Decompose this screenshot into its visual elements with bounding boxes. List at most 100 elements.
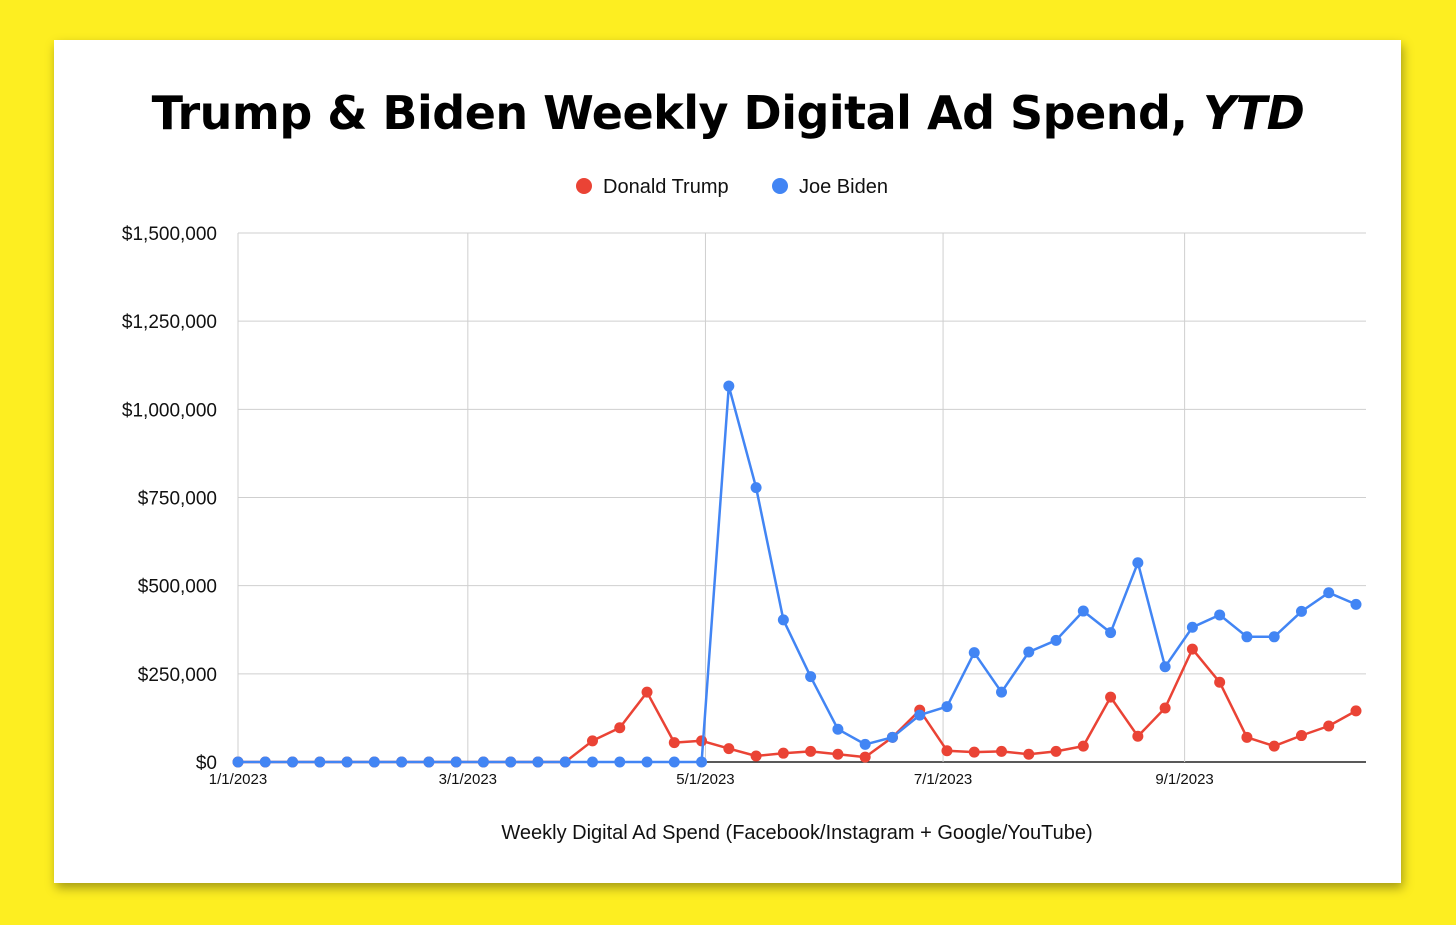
data-point[interactable] bbox=[1323, 587, 1335, 599]
data-point[interactable] bbox=[1105, 691, 1117, 703]
data-point[interactable] bbox=[586, 756, 598, 768]
y-axis-tick-labels: $0 $250,000 $500,000 $750,000 $1,000,000 $1,2… bbox=[122, 224, 217, 774]
data-point[interactable] bbox=[723, 743, 735, 755]
data-point[interactable] bbox=[1268, 740, 1280, 752]
series-group bbox=[232, 380, 1362, 768]
data-point[interactable] bbox=[1023, 748, 1035, 760]
x-axis-tick-labels: 1/1/2023 3/1/2023 5/1/2023 7/1/2023 9/1/2023 bbox=[209, 771, 1214, 788]
data-point[interactable] bbox=[1077, 605, 1089, 617]
data-point[interactable] bbox=[832, 748, 844, 760]
data-point[interactable] bbox=[996, 686, 1008, 698]
data-point[interactable] bbox=[1268, 631, 1280, 643]
data-point[interactable] bbox=[1241, 631, 1253, 643]
data-point[interactable] bbox=[1050, 745, 1062, 757]
gridlines bbox=[237, 232, 1366, 763]
x-tick-label: 5/1/2023 bbox=[676, 771, 734, 788]
data-point[interactable] bbox=[777, 614, 789, 626]
data-point[interactable] bbox=[859, 738, 871, 750]
x-tick-label: 7/1/2023 bbox=[914, 771, 972, 788]
series-donald-trump bbox=[232, 643, 1362, 768]
data-point[interactable] bbox=[341, 756, 353, 768]
data-point[interactable] bbox=[886, 731, 898, 743]
data-point[interactable] bbox=[532, 756, 544, 768]
y-tick-label: $750,000 bbox=[138, 489, 217, 510]
data-point[interactable] bbox=[668, 737, 680, 749]
x-tick-label: 3/1/2023 bbox=[439, 771, 497, 788]
data-point[interactable] bbox=[1241, 731, 1253, 743]
data-point[interactable] bbox=[232, 756, 244, 768]
data-point[interactable] bbox=[1350, 598, 1362, 610]
data-point[interactable] bbox=[941, 745, 953, 757]
y-tick-label: $1,250,000 bbox=[122, 312, 217, 333]
data-point[interactable] bbox=[914, 709, 926, 721]
y-tick-label: $0 bbox=[196, 753, 217, 774]
data-point[interactable] bbox=[1105, 627, 1117, 639]
data-point[interactable] bbox=[641, 686, 653, 698]
data-point[interactable] bbox=[314, 756, 326, 768]
legend[interactable]: Donald Trump Joe Biden bbox=[576, 176, 888, 198]
data-point[interactable] bbox=[505, 756, 517, 768]
data-point[interactable] bbox=[968, 746, 980, 758]
data-point[interactable] bbox=[614, 722, 626, 734]
data-point[interactable] bbox=[396, 756, 408, 768]
data-point[interactable] bbox=[723, 380, 735, 392]
data-point[interactable] bbox=[368, 756, 380, 768]
chart-title-suffix: YTD bbox=[1202, 86, 1305, 140]
data-point[interactable] bbox=[1214, 609, 1226, 621]
data-point[interactable] bbox=[1186, 621, 1198, 633]
data-point[interactable] bbox=[1132, 557, 1144, 569]
data-point[interactable] bbox=[1295, 605, 1307, 617]
data-point[interactable] bbox=[259, 756, 271, 768]
data-point[interactable] bbox=[586, 735, 598, 747]
data-point[interactable] bbox=[1295, 730, 1307, 742]
chart-title-main: Trump & Biden Weekly Digital Ad Spend, bbox=[151, 86, 1188, 140]
series-line bbox=[238, 647, 1357, 764]
y-tick-label: $250,000 bbox=[138, 665, 217, 686]
data-point[interactable] bbox=[696, 756, 708, 768]
data-point[interactable] bbox=[1132, 730, 1144, 742]
data-point[interactable] bbox=[696, 735, 708, 747]
data-point[interactable] bbox=[941, 701, 953, 713]
data-point[interactable] bbox=[1050, 634, 1062, 646]
x-tick-label: 9/1/2023 bbox=[1155, 771, 1213, 788]
data-point[interactable] bbox=[1350, 705, 1362, 717]
data-point[interactable] bbox=[1186, 643, 1198, 655]
legend-label: Joe Biden bbox=[799, 176, 888, 198]
data-point[interactable] bbox=[832, 723, 844, 735]
data-point[interactable] bbox=[805, 671, 817, 683]
data-point[interactable] bbox=[968, 647, 980, 659]
data-point[interactable] bbox=[641, 756, 653, 768]
data-point[interactable] bbox=[477, 756, 489, 768]
data-point[interactable] bbox=[859, 751, 871, 763]
legend-label: Donald Trump bbox=[603, 176, 729, 198]
x-axis-label: Weekly Digital Ad Spend (Facebook/Instag… bbox=[501, 822, 1092, 844]
data-point[interactable] bbox=[450, 756, 462, 768]
data-point[interactable] bbox=[1077, 740, 1089, 752]
x-tick-label: 1/1/2023 bbox=[209, 771, 267, 788]
data-point[interactable] bbox=[287, 756, 299, 768]
data-point[interactable] bbox=[1159, 661, 1171, 673]
series-line bbox=[238, 384, 1357, 764]
data-point[interactable] bbox=[805, 745, 817, 757]
legend-item[interactable]: Joe Biden bbox=[772, 176, 888, 198]
legend-marker bbox=[576, 178, 592, 194]
chart-card bbox=[54, 40, 1401, 883]
data-point[interactable] bbox=[750, 750, 762, 762]
chart-title: Trump & Biden Weekly Digital Ad Spend, Y… bbox=[0, 86, 1456, 140]
data-point[interactable] bbox=[614, 756, 626, 768]
y-tick-label: $1,500,000 bbox=[122, 224, 217, 245]
legend-item[interactable]: Donald Trump bbox=[576, 176, 729, 198]
legend-marker bbox=[772, 178, 788, 194]
data-point[interactable] bbox=[750, 482, 762, 494]
series-joe-biden bbox=[232, 380, 1362, 768]
data-point[interactable] bbox=[996, 745, 1008, 757]
data-point[interactable] bbox=[668, 756, 680, 768]
data-point[interactable] bbox=[1214, 676, 1226, 688]
data-point[interactable] bbox=[777, 747, 789, 759]
data-point[interactable] bbox=[559, 756, 571, 768]
data-point[interactable] bbox=[1023, 646, 1035, 658]
data-point[interactable] bbox=[423, 756, 435, 768]
data-point[interactable] bbox=[1323, 720, 1335, 732]
data-point[interactable] bbox=[1159, 702, 1171, 714]
